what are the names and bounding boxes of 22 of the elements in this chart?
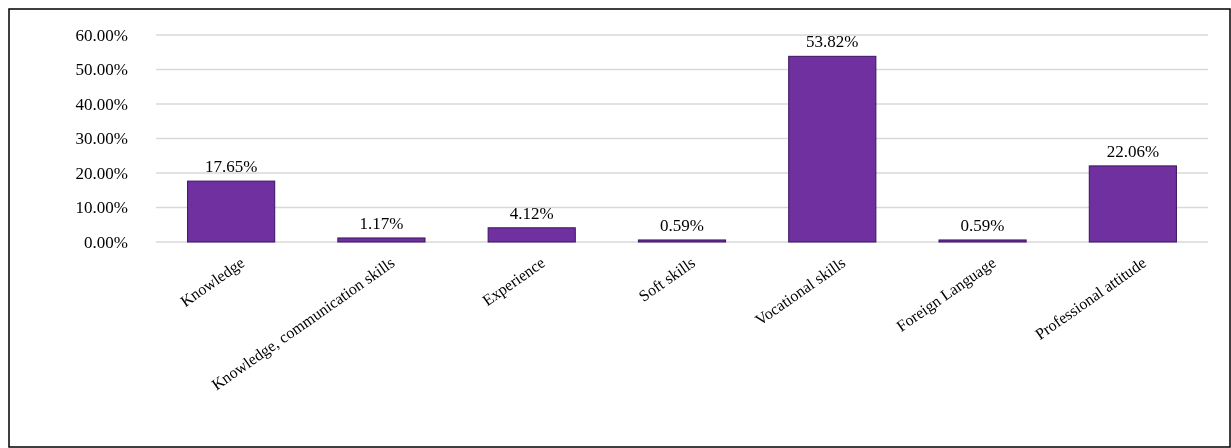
y-tick-label: 0.00% — [84, 232, 128, 252]
bar — [637, 239, 727, 243]
y-tick-label: 30.00% — [75, 129, 128, 149]
data-label: 53.82% — [806, 32, 859, 52]
data-label: 0.59% — [660, 215, 704, 235]
bar — [187, 180, 276, 243]
data-label: 0.59% — [960, 215, 1005, 235]
y-tick-label: 10.00% — [75, 198, 128, 218]
data-label: 17.65% — [204, 157, 258, 177]
y-tick-label: 60.00% — [75, 25, 128, 45]
data-label: 22.06% — [1106, 141, 1160, 161]
bar — [487, 227, 576, 243]
bar — [337, 237, 426, 243]
bar — [788, 55, 877, 243]
bar — [938, 239, 1027, 243]
data-label: 1.17% — [359, 213, 404, 233]
bar — [1088, 165, 1177, 243]
y-tick-label: 20.00% — [75, 163, 128, 183]
y-tick-label: 50.00% — [75, 60, 128, 80]
x-tick-label: Soft skills — [635, 253, 699, 305]
data-label: 4.12% — [509, 203, 554, 223]
y-tick-label: 40.00% — [75, 94, 128, 114]
